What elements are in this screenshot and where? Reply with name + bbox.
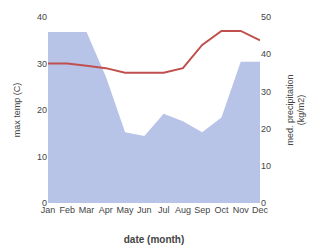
svg-text:max temp (C): max temp (C) xyxy=(12,83,22,138)
svg-text:May: May xyxy=(117,205,135,215)
svg-text:date (month): date (month) xyxy=(124,234,185,245)
svg-text:Nov: Nov xyxy=(233,205,250,215)
svg-text:med. precipitation(kg/m2): med. precipitation(kg/m2) xyxy=(285,74,307,145)
svg-text:40: 40 xyxy=(37,12,47,22)
svg-text:20: 20 xyxy=(261,124,271,134)
svg-text:Aug: Aug xyxy=(175,205,191,215)
svg-text:20: 20 xyxy=(37,105,47,115)
svg-text:Jun: Jun xyxy=(137,205,152,215)
svg-text:Sep: Sep xyxy=(194,205,210,215)
svg-text:10: 10 xyxy=(261,161,271,171)
svg-text:Dec: Dec xyxy=(252,205,269,215)
svg-text:Mar: Mar xyxy=(79,205,95,215)
svg-text:10: 10 xyxy=(37,152,47,162)
svg-text:30: 30 xyxy=(37,59,47,69)
svg-text:0: 0 xyxy=(42,198,47,208)
svg-text:40: 40 xyxy=(261,49,271,59)
svg-text:Oct: Oct xyxy=(214,205,229,215)
svg-text:Feb: Feb xyxy=(60,205,76,215)
svg-text:0: 0 xyxy=(261,198,266,208)
svg-text:Jan: Jan xyxy=(41,205,56,215)
svg-text:Apr: Apr xyxy=(99,205,113,215)
svg-text:Jul: Jul xyxy=(158,205,170,215)
svg-text:30: 30 xyxy=(261,87,271,97)
svg-text:50: 50 xyxy=(261,12,271,22)
